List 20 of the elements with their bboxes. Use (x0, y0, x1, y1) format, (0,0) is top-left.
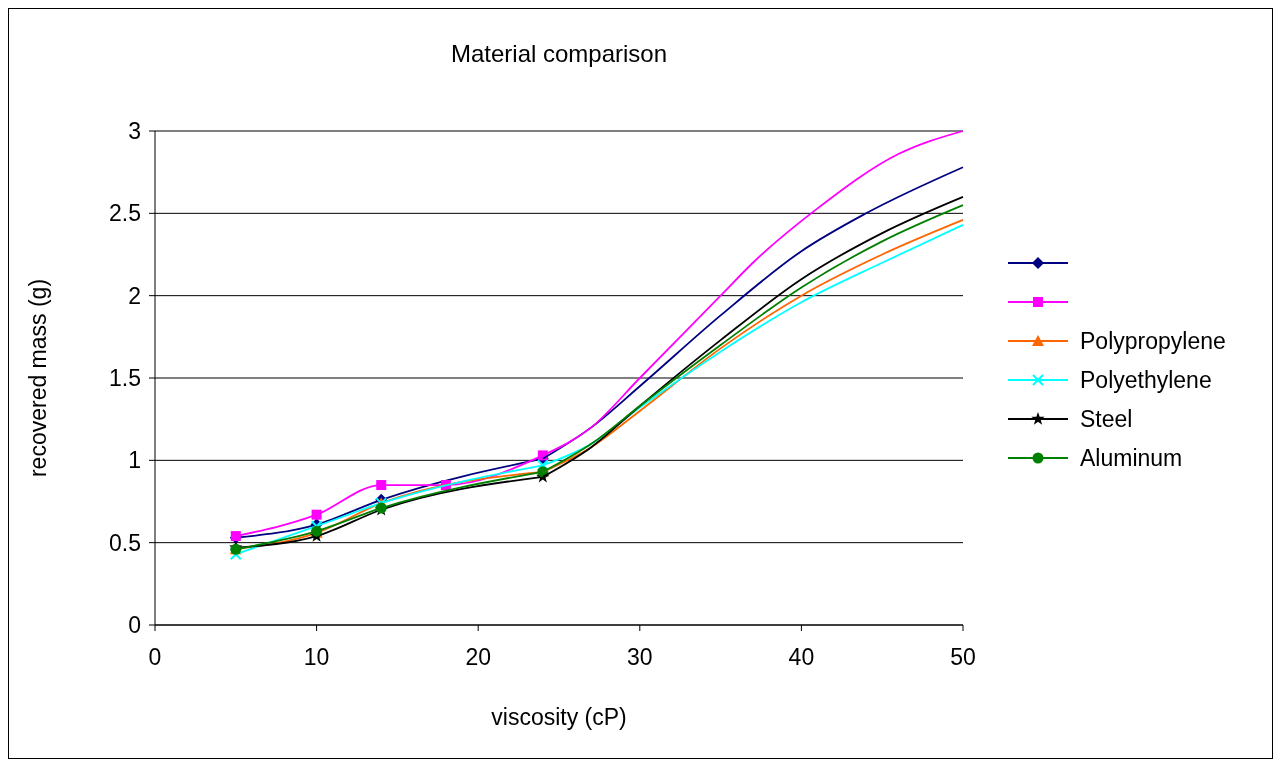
legend-label: Steel (1080, 406, 1133, 432)
x-tick-label: 40 (788, 644, 815, 670)
y-tick-label: 3 (128, 118, 141, 144)
x-tick-label: 50 (950, 644, 976, 670)
legend-label: Polypropylene (1080, 328, 1226, 354)
x-tick-label: 10 (303, 644, 330, 670)
y-tick-label: 1 (128, 447, 141, 474)
y-tick-label: 0.5 (109, 529, 141, 556)
legend-label: Aluminum (1080, 445, 1183, 471)
chart-title: Material comparison (450, 40, 668, 67)
y-tick-label: 2.5 (109, 200, 141, 227)
y-axis-title: recovered mass (g) (25, 278, 51, 478)
y-tick-label: 2 (128, 282, 141, 309)
y-tick-label: 0 (128, 612, 141, 638)
legend-label: Polyethylene (1080, 367, 1212, 393)
x-axis-title: viscosity (cP) (491, 704, 627, 730)
x-tick-label: 30 (627, 644, 653, 670)
x-tick-label: 0 (148, 644, 162, 670)
y-tick-label: 1.5 (109, 365, 141, 391)
x-tick-label: 20 (465, 644, 491, 670)
